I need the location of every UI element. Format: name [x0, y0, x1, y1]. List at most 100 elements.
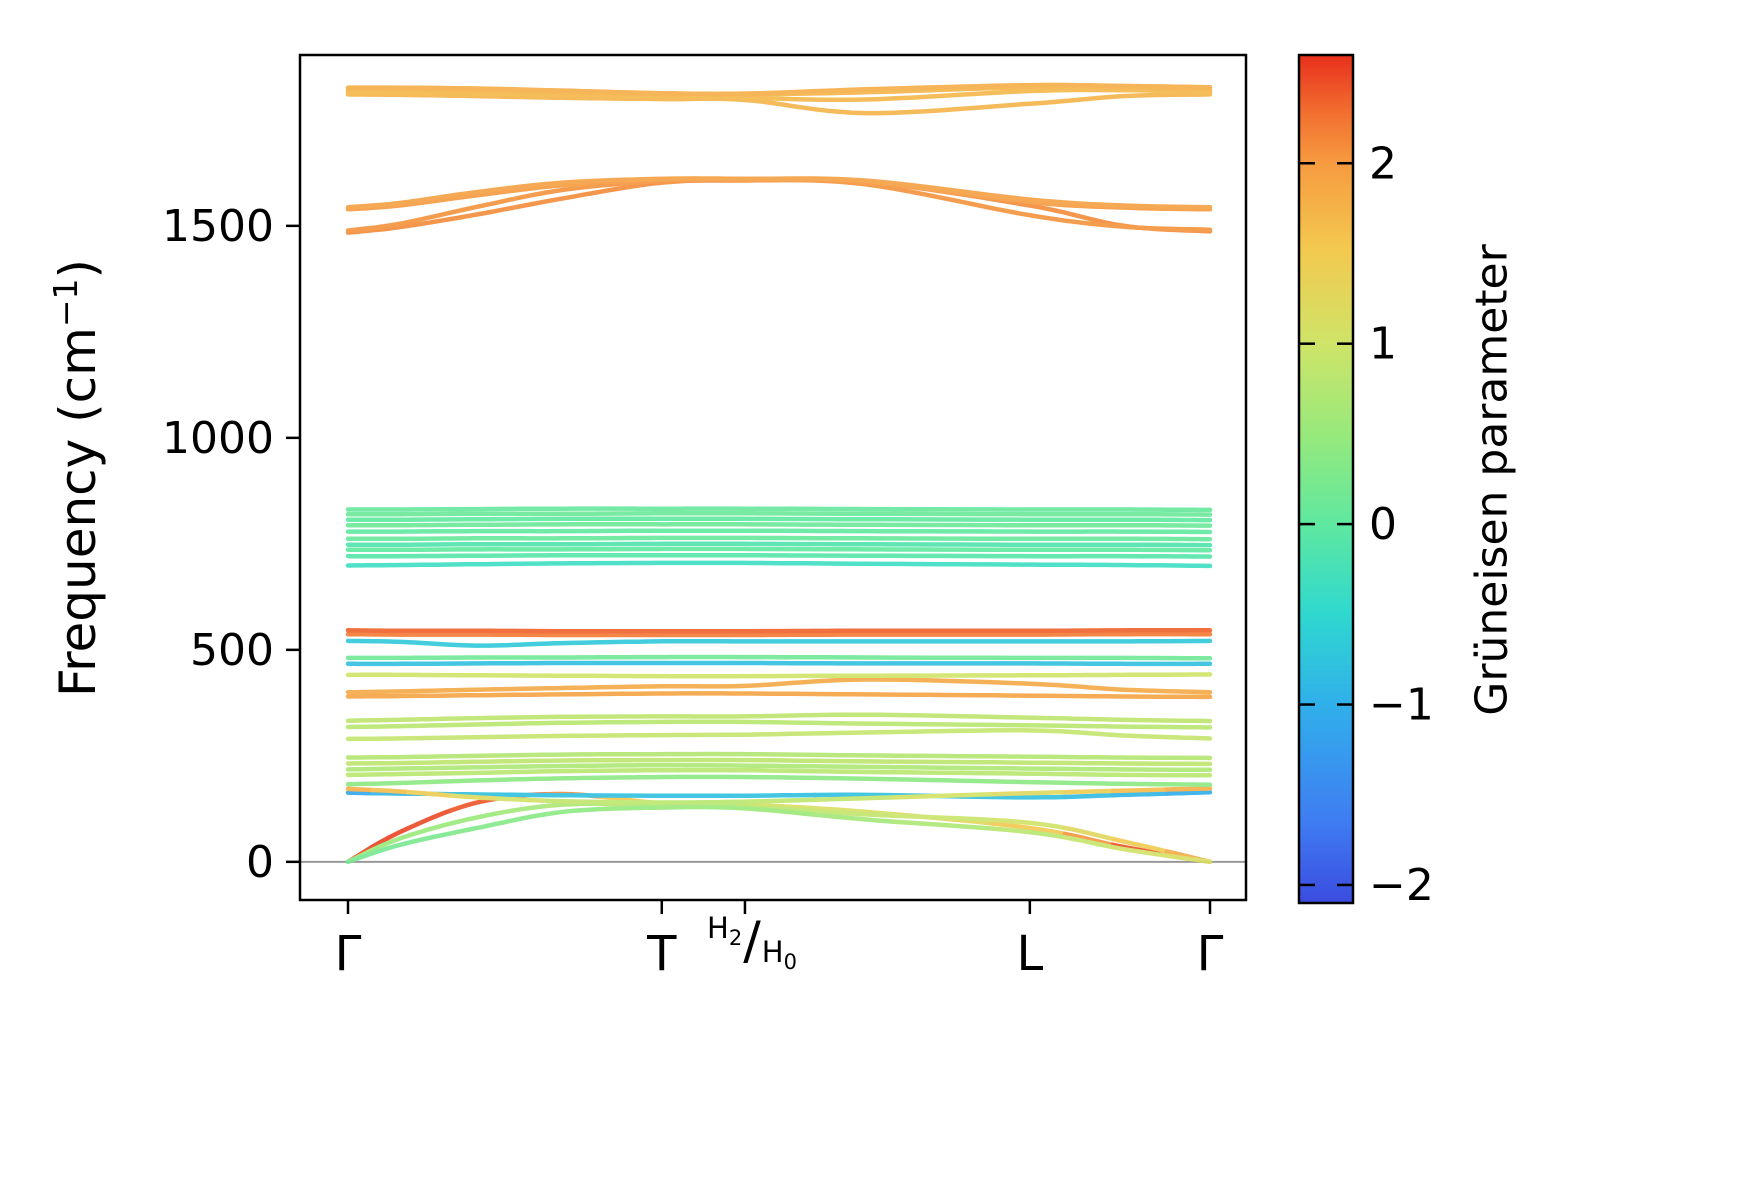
phonon-band-segment	[345, 850, 375, 865]
phonon-band	[345, 516, 1213, 523]
phonon-band-segment	[653, 804, 705, 810]
colorbar-tick-label: −2	[1369, 860, 1434, 911]
phonon-band-segment	[405, 821, 454, 838]
phonon-band	[345, 757, 1213, 767]
phonon-band-segment	[749, 792, 818, 798]
phonon-band	[345, 546, 1213, 553]
phonon-band-segment	[812, 812, 897, 824]
phonon-band-segment	[749, 802, 818, 811]
phonon-band	[345, 672, 1213, 679]
phonon-band-segment	[370, 840, 411, 856]
phonon-band	[345, 762, 1213, 773]
phonon-band-segment	[1164, 790, 1213, 796]
h0-subscript: 0	[783, 949, 797, 974]
bands-group	[345, 82, 1213, 865]
phonon-band-segment	[597, 799, 659, 805]
phonon-band-segment	[449, 810, 501, 826]
phonon-band-segment	[812, 795, 897, 803]
colorbar-tick-label: −1	[1369, 680, 1434, 731]
phonon-band	[345, 751, 1213, 761]
phonon-band-segment	[1164, 786, 1213, 792]
phonon-band-segment	[749, 797, 818, 804]
phonon-band-segment	[990, 789, 1067, 797]
phonon-band-segment	[1110, 836, 1169, 854]
colorbar-tick-label: 1	[1369, 319, 1397, 370]
phonon-band-segment	[1110, 791, 1169, 798]
phonon-band-segment	[370, 833, 411, 853]
phonon-band-segment	[1062, 788, 1116, 795]
phonon-band-segment	[370, 787, 411, 795]
y-axis-label-text: Frequency (cm	[49, 327, 107, 698]
phonon-band	[345, 522, 1213, 528]
phonon-band	[345, 728, 1213, 742]
phonon-band-segment	[544, 801, 603, 809]
phonon-band-segment	[495, 796, 549, 803]
x-tick-label: Γ	[1197, 926, 1224, 982]
colorbar-label: Grüneisen parameter	[1466, 244, 1518, 716]
colorbar-tick-label: 2	[1369, 138, 1397, 189]
phonon-band-segment	[892, 819, 995, 831]
x-tick-label: T	[646, 926, 677, 982]
phonon-band-segment	[892, 792, 995, 800]
phonon-band-segment	[544, 806, 603, 817]
phonon-band	[345, 631, 1213, 638]
phonon-band-segment	[1062, 825, 1116, 842]
y-axis-label-close: )	[49, 258, 107, 279]
phonon-band-segment	[345, 790, 375, 796]
phonon-band-segment	[370, 826, 411, 849]
x-tick-label-h2h0: H2/H0	[707, 910, 797, 972]
h2-label: H2	[707, 910, 742, 948]
colorbar-gradient	[1299, 55, 1353, 903]
phonon-band-segment	[812, 808, 897, 818]
phonon-band	[345, 511, 1213, 517]
phonon-band-segment	[1110, 787, 1169, 794]
h2-base: H	[707, 910, 729, 945]
phonon-band-segment	[990, 826, 1067, 840]
phonon-band	[345, 176, 1213, 210]
phonon-band	[345, 712, 1213, 724]
phonon-band	[345, 506, 1213, 513]
axes-frame	[298, 53, 1248, 902]
phonon-band-segment	[1110, 844, 1169, 858]
phonon-band	[345, 638, 1213, 648]
phonon-band	[345, 660, 1213, 667]
colorbar-frame	[1297, 53, 1355, 905]
y-axis-label: Frequency (cm−1)	[46, 258, 107, 698]
y-tick-label: 500	[190, 625, 274, 676]
y-tick-label: 0	[246, 837, 274, 888]
phonon-band	[345, 553, 1213, 559]
phonon-band-segment	[990, 817, 1067, 831]
phonon-band-segment	[495, 792, 549, 798]
phonon-band	[345, 528, 1213, 535]
phonon-band-segment	[405, 789, 454, 798]
x-tick-label: L	[1016, 926, 1043, 982]
y-axis-label-superscript: −1	[46, 278, 85, 328]
phonon-band	[345, 560, 1213, 569]
h2-subscript: 2	[728, 925, 743, 950]
phonon-band	[345, 82, 1213, 97]
phonon-band	[345, 654, 1213, 661]
phonon-band-segment	[699, 804, 754, 812]
h0-base: H	[761, 934, 784, 969]
phonon-band	[345, 767, 1213, 778]
phonon-band-segment	[892, 813, 995, 823]
phonon-band-segment	[405, 807, 454, 831]
h-slash: /	[743, 911, 761, 971]
phonon-band	[345, 677, 1213, 695]
phonon-band-segment	[1164, 853, 1213, 865]
phonon-band-segment	[544, 798, 603, 805]
phonon-band-segment	[597, 805, 659, 812]
phonon-band-segment	[749, 806, 818, 817]
phonon-band-segment	[699, 799, 754, 805]
phonon-band	[345, 719, 1213, 730]
phonon-band-segment	[1062, 792, 1116, 800]
colorbar-tick-label: 0	[1369, 499, 1397, 550]
y-tick-label: 1500	[162, 201, 274, 252]
phonon-band-segment	[345, 786, 375, 793]
phonon-band	[345, 628, 1213, 634]
phonon-band	[345, 535, 1213, 542]
y-tick-label: 1000	[162, 413, 274, 464]
phonon-band-segment	[1062, 835, 1116, 850]
